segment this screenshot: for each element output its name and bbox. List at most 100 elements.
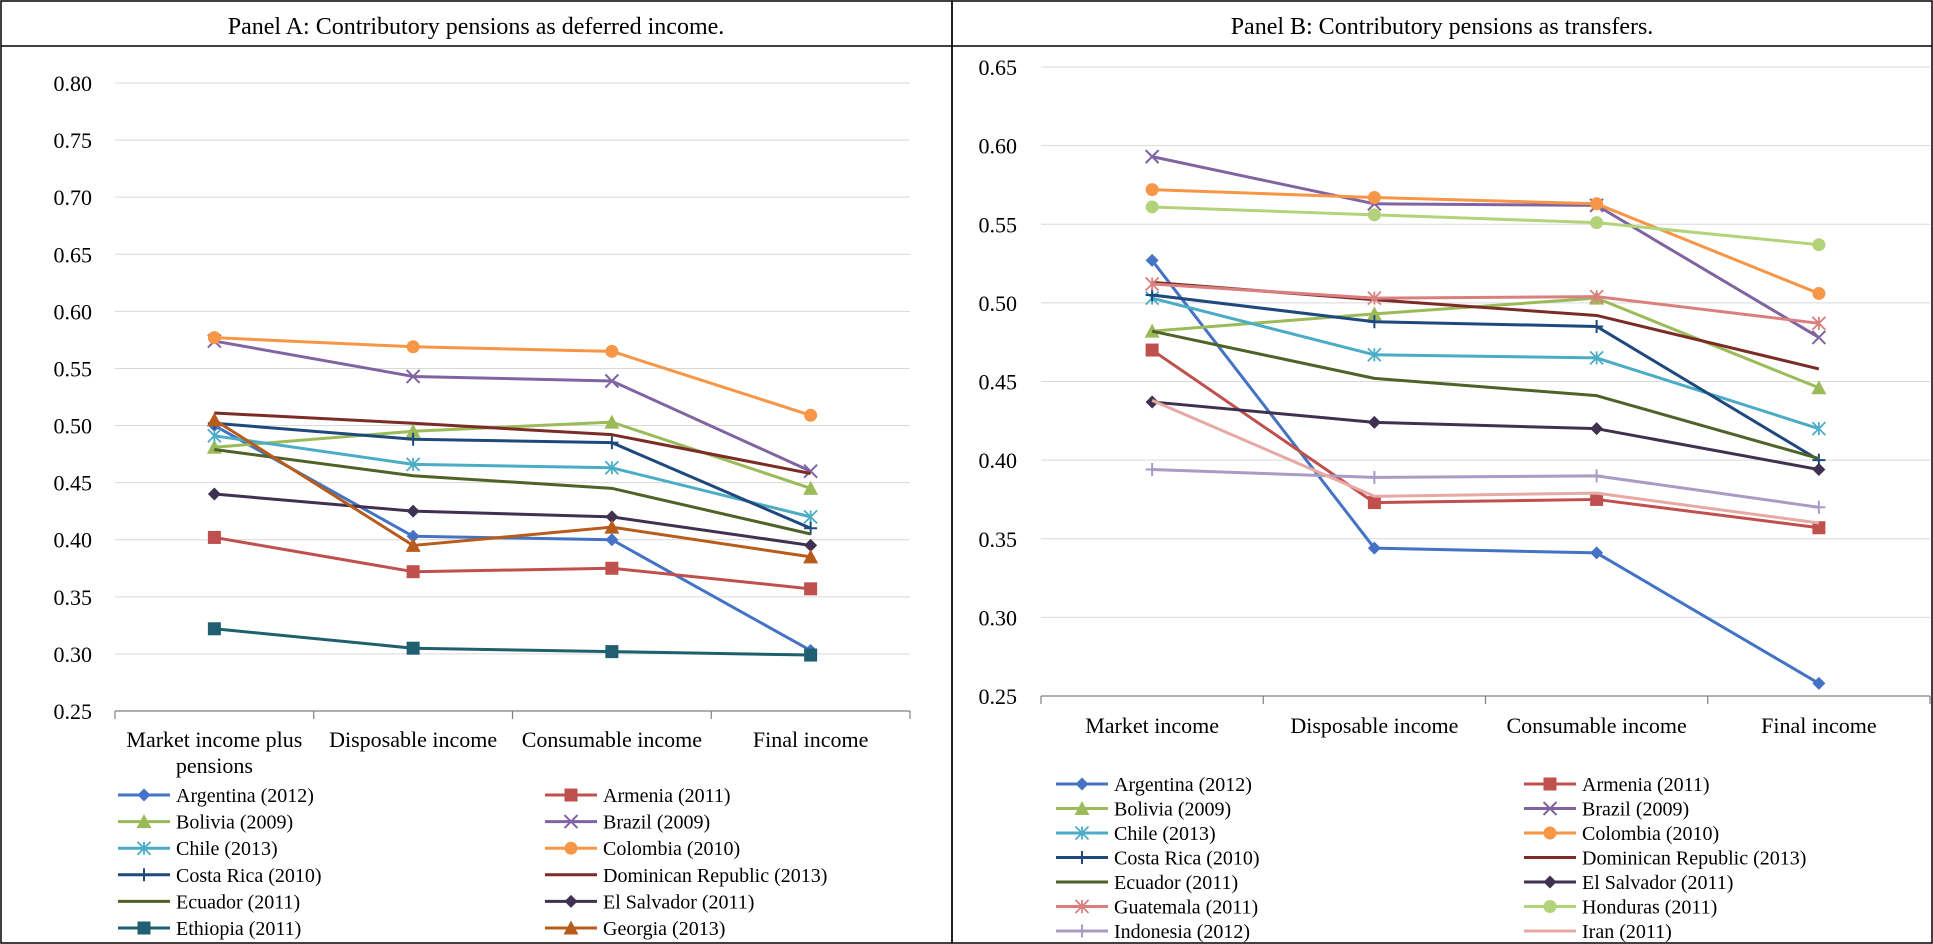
panel-a-legend-marker bbox=[137, 921, 151, 935]
panel-b-series-iran-2011 bbox=[1151, 398, 1820, 525]
panel-b-data-point bbox=[1590, 546, 1604, 560]
panel-a-data-point bbox=[605, 533, 619, 547]
panel-b-data-point bbox=[1367, 347, 1382, 362]
panel-b-legend-entry: Ecuador (2011) bbox=[1056, 872, 1238, 894]
panel-b-legend-label: Indonesia (2012) bbox=[1114, 921, 1250, 943]
panel-a-ytick-label: 0.75 bbox=[54, 128, 93, 153]
panel-b-data-point bbox=[1812, 676, 1826, 690]
panel-b-legend-marker bbox=[1075, 777, 1089, 791]
panel-a-data-point bbox=[605, 561, 619, 575]
panel-a-category-label: Market income plus pensions bbox=[126, 727, 302, 778]
panel-b-legend-label: Chile (2013) bbox=[1114, 823, 1216, 845]
panel-a-data-point bbox=[406, 432, 420, 446]
panel-b-legend-entry: Chile (2013) bbox=[1056, 823, 1216, 845]
panel-b-ytick-label: 0.55 bbox=[979, 212, 1018, 237]
panel-b-legend-label: Guatemala (2011) bbox=[1114, 897, 1258, 919]
panel-b-data-point bbox=[1812, 463, 1826, 477]
panel-a-ytick-label: 0.65 bbox=[54, 242, 93, 267]
panel-a-data-point bbox=[804, 648, 818, 662]
panel-a-ytick-label: 0.40 bbox=[54, 528, 93, 553]
panel-b-data-point bbox=[1145, 343, 1159, 357]
panel-b-category-label: Market income bbox=[1085, 713, 1219, 738]
panel-a-legend-entry: Ecuador (2011) bbox=[118, 891, 300, 913]
panel-b-legend-marker bbox=[1075, 924, 1089, 938]
panel-a-series-line bbox=[214, 339, 812, 473]
panel-a-series-armenia-2011 bbox=[207, 530, 818, 596]
panel-b-legend-label: Costa Rica (2010) bbox=[1114, 848, 1260, 870]
panel-a-data-point bbox=[406, 504, 420, 518]
panel-b-series-line bbox=[1151, 398, 1820, 525]
panel-b-data-point bbox=[1367, 496, 1381, 510]
panel-b-ytick-label: 0.50 bbox=[979, 291, 1018, 316]
panel-b-data-point bbox=[1590, 197, 1604, 211]
panel-a-legend-entry: Argentina (2012) bbox=[118, 785, 314, 807]
panel-b-legend-marker bbox=[1543, 826, 1557, 840]
panel-b-legend-entry: El Salvador (2011) bbox=[1524, 872, 1733, 894]
panel-b-legend-marker bbox=[1074, 899, 1090, 914]
panel-a-plot: 0.25 0.30 0.35 0.40 0.45 0.50 0.55 0.60 0.65 0.70… bbox=[54, 71, 911, 940]
panel-b-series-honduras-2011 bbox=[1145, 200, 1826, 252]
panel-a-data-point bbox=[207, 622, 221, 636]
panel-b-ytick-label: 0.45 bbox=[979, 370, 1018, 395]
panel-a-legend-label: Colombia (2010) bbox=[603, 838, 740, 860]
panel-b-legend-marker bbox=[1543, 777, 1557, 791]
panel-b-data-point bbox=[1367, 470, 1381, 484]
panel-b-legend-marker bbox=[1543, 900, 1557, 913]
panel-b-category-label: Disposable income bbox=[1290, 713, 1458, 738]
panel-b-ytick-label: 0.60 bbox=[979, 134, 1018, 159]
panel-b-data-point bbox=[1590, 492, 1604, 506]
panel-a-legend-label: Costa Rica (2010) bbox=[176, 865, 322, 887]
panel-b-data-point bbox=[1590, 469, 1604, 483]
panel-a-category-label: Disposable income bbox=[329, 727, 497, 752]
panel-b-legend-label: Ecuador (2011) bbox=[1114, 872, 1238, 894]
panel-a-legend-marker bbox=[563, 814, 579, 829]
panel-b-data-point bbox=[1811, 330, 1827, 345]
panel-a-series-brazil-2009 bbox=[207, 333, 818, 479]
panel-b-series-ecuador-2011 bbox=[1151, 329, 1820, 460]
panel-b-series-colombia-2010 bbox=[1145, 183, 1826, 300]
panel-a-legend-label: Argentina (2012) bbox=[176, 785, 314, 807]
panel-b-legend-label: Colombia (2010) bbox=[1582, 823, 1719, 845]
panel-b-legend-entry: Colombia (2010) bbox=[1524, 823, 1719, 845]
panel-a-ytick-label: 0.70 bbox=[54, 185, 93, 210]
panel-b-data-point bbox=[1590, 422, 1604, 436]
panel-a-data-point bbox=[804, 582, 818, 596]
panel-b-data-point bbox=[1811, 380, 1827, 395]
panel-b-legend-entry: Indonesia (2012) bbox=[1056, 921, 1250, 943]
panel-a-legend-marker bbox=[137, 868, 151, 882]
panel-a-legend-entry: Ethiopia (2011) bbox=[118, 918, 301, 940]
panel-b-legend-entry: Brazil (2009) bbox=[1524, 799, 1689, 821]
panel-a-data-point bbox=[207, 331, 221, 345]
panel-b-legend-label: Argentina (2012) bbox=[1114, 774, 1252, 796]
panel-b-legend-entry: Honduras (2011) bbox=[1524, 897, 1717, 919]
panel-a-legend-label: Armenia (2011) bbox=[603, 785, 731, 807]
panel-a-data-point bbox=[406, 565, 420, 579]
panel-b-series-indonesia-2012 bbox=[1145, 463, 1826, 514]
panel-a-ytick-label: 0.55 bbox=[54, 356, 93, 381]
panel-a-data-point bbox=[207, 428, 222, 443]
panel-b-legend-label: Armenia (2011) bbox=[1582, 774, 1710, 796]
panel-b-series-line bbox=[1151, 329, 1820, 460]
panel-a-series-dominican-republic-2013 bbox=[214, 411, 811, 475]
panel-a-data-point bbox=[803, 464, 818, 479]
panel-b-legend-entry: Armenia (2011) bbox=[1524, 774, 1710, 796]
panel-a-series-ethiopia-2011 bbox=[207, 622, 818, 662]
panel-a-ytick-label: 0.50 bbox=[54, 414, 93, 439]
panel-b-legend-marker bbox=[1542, 801, 1558, 816]
panel-a-legend-entry: Colombia (2010) bbox=[545, 838, 740, 860]
panel-b-legend-label: Dominican Republic (2013) bbox=[1582, 848, 1806, 870]
panel-a-legend-entry: El Salvador (2011) bbox=[545, 891, 754, 913]
panel-a-legend-marker bbox=[564, 894, 578, 908]
panel-a-series-georgia-2013 bbox=[206, 412, 819, 564]
panel-a-legend-label: Brazil (2009) bbox=[603, 812, 710, 834]
panel-b-series-line bbox=[1151, 348, 1820, 530]
panel-b-series-line bbox=[1152, 282, 1820, 325]
panel-a-data-point bbox=[405, 369, 421, 384]
panel-b-legend-entry: Dominican Republic (2013) bbox=[1524, 848, 1806, 870]
panel-b-data-point bbox=[1589, 289, 1604, 304]
panel-b-data-point bbox=[1812, 521, 1826, 535]
panel-b-data-point bbox=[1145, 463, 1159, 477]
panel-b-data-point bbox=[1367, 208, 1381, 222]
panel-b-legend-label: Bolivia (2009) bbox=[1114, 799, 1231, 821]
